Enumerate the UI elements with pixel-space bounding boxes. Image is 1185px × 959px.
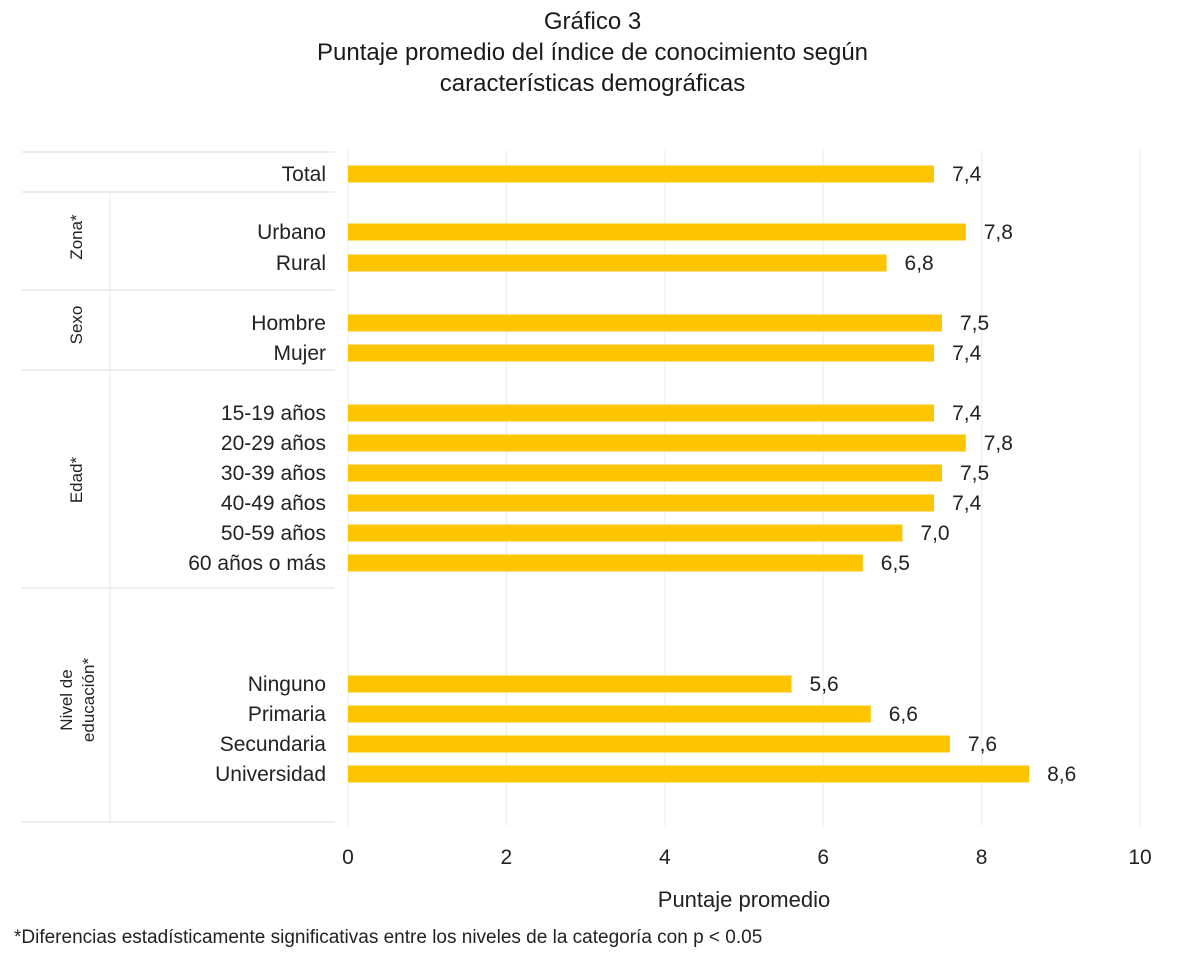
bar-2-1 — [348, 344, 935, 362]
data-label-3-5: 6,5 — [881, 552, 910, 575]
bar-4-0 — [348, 675, 792, 693]
x-tick-label-2: 4 — [659, 846, 671, 869]
data-label-3-0: 7,4 — [952, 402, 982, 425]
x-tick-label-0: 0 — [342, 846, 354, 869]
category-label-3-4: 50-59 años — [221, 522, 326, 545]
group-label-4-line-1: Nivel de — [57, 669, 76, 730]
data-label-3-2: 7,5 — [960, 462, 989, 485]
data-label-4-2: 7,6 — [968, 733, 997, 756]
data-label-4-0: 5,6 — [810, 673, 839, 696]
bar-4-3 — [348, 765, 1030, 783]
category-label-3-5: 60 años o más — [188, 552, 326, 575]
category-label-4-2: Secundaria — [220, 733, 327, 756]
x-tick-label-5: 10 — [1128, 846, 1151, 869]
bar-3-0 — [348, 404, 935, 422]
bar-0-0 — [348, 165, 935, 183]
category-label-0-0: Total — [282, 163, 326, 186]
category-label-3-1: 20-29 años — [221, 432, 326, 455]
data-label-0-0: 7,4 — [952, 163, 982, 186]
group-label-1: Zona* — [67, 214, 86, 260]
chart-title-block: Gráfico 3 Puntaje promedio del índice de… — [0, 6, 1185, 99]
bar-1-1 — [348, 254, 887, 272]
bar-3-3 — [348, 494, 935, 512]
data-label-4-3: 8,6 — [1047, 763, 1076, 786]
bar-2-0 — [348, 314, 942, 332]
group-label-2: Sexo — [67, 306, 86, 345]
x-tick-label-4: 8 — [976, 846, 988, 869]
bar-3-4 — [348, 524, 903, 542]
data-label-3-3: 7,4 — [952, 492, 982, 515]
group-label-3: Edad* — [67, 456, 86, 503]
data-label-2-0: 7,5 — [960, 312, 989, 335]
category-label-2-1: Mujer — [273, 342, 326, 365]
x-tick-label-1: 2 — [501, 846, 513, 869]
bar-3-5 — [348, 554, 863, 572]
group-label-4-line-2: educación* — [79, 658, 98, 743]
data-label-2-1: 7,4 — [952, 342, 982, 365]
bar-1-0 — [348, 223, 966, 241]
category-label-3-2: 30-39 años — [221, 462, 326, 485]
bar-4-2 — [348, 735, 950, 753]
data-label-1-1: 6,8 — [905, 252, 934, 275]
bar-3-1 — [348, 434, 966, 452]
data-label-1-0: 7,8 — [984, 221, 1013, 244]
x-tick-label-3: 6 — [817, 846, 829, 869]
data-label-3-1: 7,8 — [984, 432, 1013, 455]
bar-3-2 — [348, 464, 942, 482]
bar-chart: Total 7,4 Urbano 7,8 Rural 6,8 Zona* Hombre 7,5 M… — [22, 150, 1152, 912]
chart-title: Gráfico 3 — [543, 8, 642, 35]
data-label-4-1: 6,6 — [889, 703, 918, 726]
chart-footnote: *Diferencias estadísticamente significat… — [14, 927, 763, 948]
category-label-2-0: Hombre — [251, 312, 326, 335]
category-label-1-0: Urbano — [257, 221, 326, 244]
category-label-4-3: Universidad — [215, 763, 326, 786]
x-axis-label: Puntaje promedio — [658, 887, 830, 912]
category-label-3-0: 15-19 años — [221, 402, 326, 425]
category-label-1-1: Rural — [276, 252, 326, 275]
chart-subtitle-line-1: Puntaje promedio del índice de conocimie… — [316, 39, 869, 66]
data-label-3-4: 7,0 — [920, 522, 949, 545]
category-label-3-3: 40-49 años — [221, 492, 326, 515]
chart-subtitle-line-2: características demográficas — [439, 70, 746, 97]
bar-4-1 — [348, 705, 871, 723]
category-label-4-0: Ninguno — [248, 673, 326, 696]
category-label-4-1: Primaria — [248, 703, 326, 726]
